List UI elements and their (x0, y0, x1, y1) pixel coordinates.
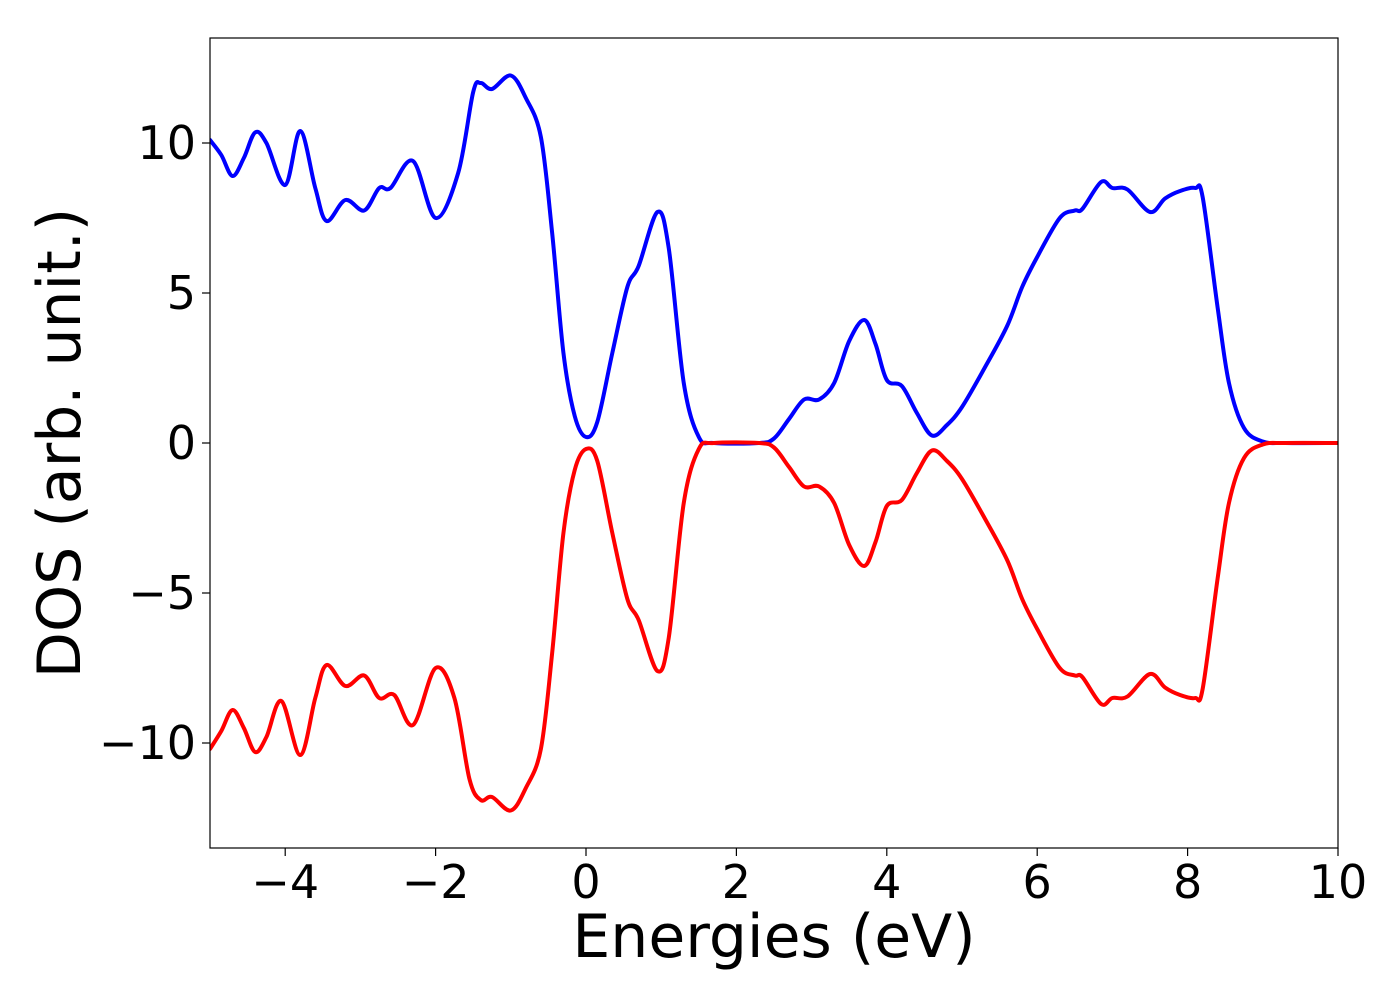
y-tick-label: 10 (137, 116, 196, 170)
y-tick-label: 5 (167, 266, 196, 320)
series-layer (210, 73, 1338, 813)
x-tick-label: −4 (251, 855, 319, 909)
x-axis: −4 −2 0 2 4 6 8 10 (251, 848, 1367, 909)
y-tick-label: −10 (99, 716, 196, 770)
y-tick-label: −5 (128, 566, 196, 620)
x-tick-label: 0 (571, 855, 600, 909)
x-axis-label: Energies (eV) (572, 902, 975, 972)
y-axis: −10 −5 0 5 10 (99, 116, 210, 770)
x-tick-label: −2 (402, 855, 470, 909)
x-tick-label: 6 (1023, 855, 1052, 909)
x-tick-label: 2 (722, 855, 751, 909)
series-line-negative (210, 440, 1338, 813)
y-tick-label: 0 (167, 416, 196, 470)
x-tick-label: 4 (872, 855, 901, 909)
y-axis-label: DOS (arb. unit.) (25, 208, 95, 678)
x-tick-label: 10 (1309, 855, 1368, 909)
x-tick-label: 8 (1173, 855, 1202, 909)
